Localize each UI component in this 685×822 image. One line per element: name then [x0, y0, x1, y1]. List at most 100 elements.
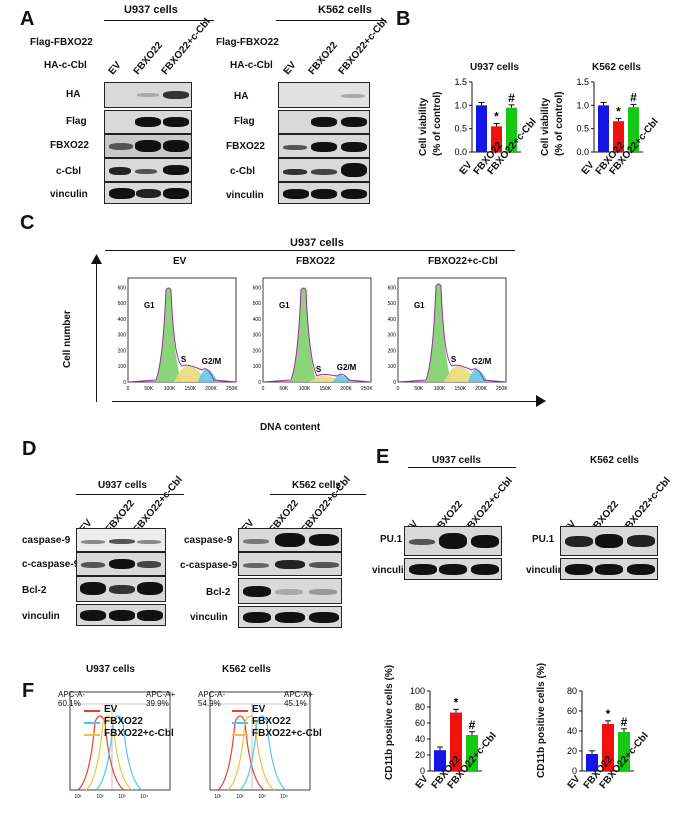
lane-ev-a1: EV [106, 59, 124, 77]
x-tick-label: 50K [414, 386, 424, 392]
row-label-ccbl: c-Cbl [56, 166, 81, 177]
row-label-vinculin: vinculin [50, 189, 88, 200]
panel-label-d: D [22, 438, 37, 460]
y-tick-label: 1.5 [576, 77, 589, 87]
x-tick-label: 10² [96, 794, 104, 800]
significance-star: * [494, 110, 499, 124]
s-phase-area [308, 376, 341, 382]
f3-ylabel: CD11b positive cells (%) [384, 664, 395, 780]
y-arrow-icon [91, 254, 102, 264]
x-tick-label: 10⁴ [140, 794, 148, 800]
d-u937-title: U937 cells [98, 480, 147, 491]
blot-a2-fbxo22 [278, 134, 370, 158]
histogram-outline [397, 283, 507, 383]
flow-histogram-u937: 10¹ 10² 10³ 10⁴ [69, 691, 171, 800]
x-tick-label: 100K [434, 386, 446, 392]
f1-gate-neg: APC-A- [58, 690, 86, 699]
x-tick-label: 100K [164, 386, 176, 392]
blot-d2-bcl2 [238, 578, 342, 604]
g1-label: G1 [279, 301, 290, 310]
b1-ylabel: Cell viability [418, 97, 429, 156]
g1-label: G1 [414, 301, 425, 310]
row-label-ccbl-k: c-Cbl [230, 166, 255, 177]
blot-d1-ccasp9 [76, 552, 166, 576]
hist-title-fbxo22: FBXO22 [296, 256, 335, 267]
y-tick-label: 600 [253, 285, 262, 291]
y-tick-label: 0.0 [576, 147, 589, 157]
y-tick-label: 40 [415, 734, 425, 744]
blot-d1-casp9 [76, 528, 166, 552]
f4-x-ev: EV [565, 773, 583, 791]
blot-e2-vinculin [560, 558, 658, 580]
legend-fbxo22-k: FBXO22 [252, 716, 291, 727]
c-ylabel: Cell number [62, 310, 73, 368]
y-tick-label: 100 [253, 364, 262, 370]
d-row-casp9: caspase-9 [22, 535, 71, 546]
x-tick-label: 10¹ [74, 794, 82, 800]
y-tick-label: 80 [567, 686, 577, 696]
significance-hash: # [469, 718, 476, 732]
x-tick-label: 0 [127, 386, 130, 392]
g2m-label: G2/M [202, 357, 222, 366]
x-tick-label: 10⁴ [280, 794, 288, 800]
flag-fbxo22-label: Flag-FBXO22 [30, 37, 93, 48]
y-tick-label: 1.5 [454, 77, 467, 87]
b2-title: K562 cells [592, 62, 641, 73]
blot-e1-vinculin [404, 558, 502, 580]
y-tick-label: 600 [388, 285, 397, 291]
cd11b-chart-k562: 0 20 40 60 80 * # [567, 686, 634, 776]
y-tick-label: 1.0 [576, 100, 589, 110]
panel-label-e: E [376, 446, 390, 468]
bar-ev [598, 105, 609, 152]
significance-hash: # [621, 715, 628, 729]
lane-combo-a2: FBXO22+c-Cbl [336, 16, 390, 78]
y-tick-label: 0 [123, 380, 126, 386]
y-tick-label: 200 [253, 348, 262, 354]
y-tick-label: 400 [388, 317, 397, 323]
histogram-outline [127, 287, 237, 383]
bar-fbxo22-c-cbl [628, 107, 639, 152]
fbxo22-curve [239, 715, 287, 791]
s-label: S [451, 355, 457, 364]
combo-curve [227, 715, 275, 791]
y-tick-label: 300 [253, 333, 262, 339]
y-tick-label: 100 [118, 364, 127, 370]
g2m-label: G2/M [337, 363, 357, 372]
row-label-vinculin-k: vinculin [226, 190, 264, 201]
blot-e2-pu1 [560, 526, 658, 556]
e-row-vinculin-k: vinculin [526, 565, 564, 576]
x-tick-label: 0 [262, 386, 265, 392]
k562-title-a: K562 cells [318, 4, 372, 16]
f1-gate-pos-val: 39.9% [146, 699, 169, 708]
row-label-fbxo22: FBXO22 [50, 140, 89, 151]
fbxo22-curve [95, 715, 143, 791]
cell-cycle-histogram-combo: 0 100 200 300 400 500 600 0 50K 100K 150K 200K 250K G… [388, 277, 508, 392]
y-tick-label: 100 [388, 364, 397, 370]
flow-histogram-k562: 10¹ 10² 10³ 10⁴ [209, 691, 311, 800]
y-tick-label: 0 [572, 766, 577, 776]
legend-combo-k: FBXO22+c-Cbl [252, 728, 322, 739]
ev-curve [217, 715, 265, 791]
panel-label-f: F [22, 680, 35, 702]
y-tick-label: 80 [415, 702, 425, 712]
histogram-outline [262, 287, 372, 383]
lane-fbxo22-a1: FBXO22 [131, 40, 166, 77]
s-label: S [316, 365, 322, 374]
blot-d1-vinculin [76, 604, 166, 626]
g1-peak [155, 288, 182, 382]
d-row-ccasp9: c-caspase-9 [22, 559, 80, 570]
row-label-ha-k: HA [234, 91, 249, 102]
x-tick-label: 150K [454, 386, 466, 392]
bar-ev [586, 754, 598, 771]
bar-fbxo22 [602, 724, 614, 771]
bar-fbxo22-c-cbl [466, 735, 478, 771]
x-tick-label: 10² [236, 794, 244, 800]
d-row-vinculin: vinculin [22, 611, 60, 622]
x-tick-label: 10³ [258, 794, 266, 800]
lane-ev-a2: EV [281, 59, 299, 77]
g2m-peak [332, 374, 353, 382]
y-tick-label: 0.0 [454, 147, 467, 157]
significance-hash: # [508, 91, 515, 105]
y-tick-label: 40 [567, 726, 577, 736]
b2-ylabel: Cell viability [540, 97, 551, 156]
